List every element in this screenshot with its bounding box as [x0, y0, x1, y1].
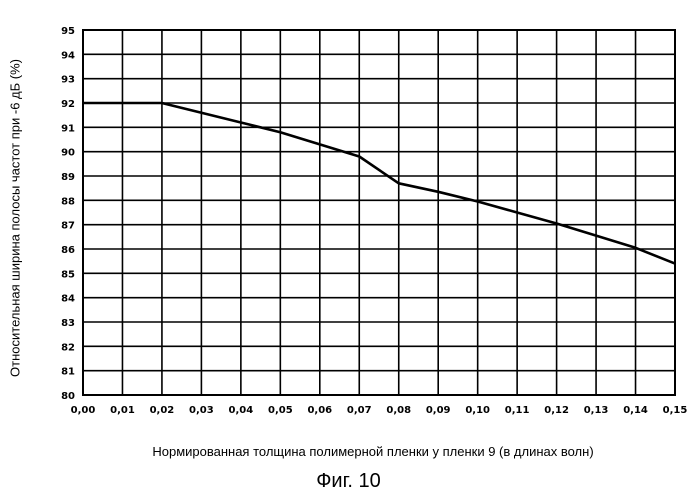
y-tick-label: 87 — [61, 221, 75, 232]
x-tick-label: 0,07 — [347, 405, 372, 416]
data-point — [359, 156, 360, 157]
x-tick-label: 0,06 — [307, 405, 332, 416]
x-tick-label: 0,11 — [505, 405, 530, 416]
data-point — [319, 144, 320, 145]
y-axis-ticks: 80 81 82 83 84 85 86 87 88 89 90 91 92 93 94 95 — [61, 26, 75, 402]
data-point — [674, 263, 675, 264]
x-tick-label: 0,08 — [386, 405, 411, 416]
x-tick-label: 0,14 — [623, 405, 648, 416]
y-tick-label: 86 — [61, 245, 75, 256]
x-tick-label: 0,04 — [229, 405, 254, 416]
x-tick-label: 0,13 — [584, 405, 609, 416]
figure-caption: Фиг. 10 — [0, 470, 697, 493]
y-tick-label: 93 — [61, 75, 75, 86]
x-tick-label: 0,12 — [544, 405, 569, 416]
data-point — [477, 201, 478, 202]
y-tick-label: 81 — [61, 367, 75, 378]
data-point — [201, 112, 202, 113]
grid — [83, 30, 675, 395]
x-tick-label: 0,03 — [189, 405, 214, 416]
x-axis-ticks: 0,00 0,01 0,02 0,03 0,04 0,05 0,06 0,07 0,08 0,09… — [71, 405, 688, 416]
x-tick-label: 0,10 — [465, 405, 490, 416]
y-tick-label: 85 — [61, 269, 75, 280]
y-tick-label: 88 — [61, 196, 75, 207]
data-point — [635, 247, 636, 248]
x-axis-title: Нормированная толщина полимерной пленки … — [152, 444, 593, 459]
x-tick-label: 0,00 — [71, 405, 96, 416]
y-tick-label: 84 — [61, 294, 75, 305]
data-point — [161, 102, 162, 103]
data-point — [595, 235, 596, 236]
line-chart: 0,00 0,01 0,02 0,03 0,04 0,05 0,06 0,07 0,08 0,09… — [0, 0, 697, 470]
data-point — [122, 102, 123, 103]
y-tick-label: 83 — [61, 318, 75, 329]
data-point — [82, 102, 83, 103]
x-tick-label: 0,15 — [663, 405, 688, 416]
x-tick-label: 0,05 — [268, 405, 293, 416]
data-point — [438, 191, 439, 192]
y-axis-title: Относительная ширина полосы частот при -… — [7, 59, 22, 377]
y-tick-label: 95 — [61, 26, 75, 37]
data-point — [556, 223, 557, 224]
x-tick-label: 0,01 — [110, 405, 135, 416]
data-point — [517, 212, 518, 213]
y-tick-label: 80 — [61, 391, 75, 402]
y-tick-label: 90 — [61, 148, 75, 159]
x-tick-label: 0,02 — [150, 405, 175, 416]
data-point — [280, 132, 281, 133]
y-tick-label: 92 — [61, 99, 75, 110]
data-point — [398, 183, 399, 184]
x-tick-label: 0,09 — [426, 405, 451, 416]
y-tick-label: 82 — [61, 342, 75, 353]
y-tick-label: 94 — [61, 50, 75, 61]
data-point — [240, 122, 241, 123]
y-tick-label: 89 — [61, 172, 75, 183]
plot-frame — [83, 30, 675, 395]
y-tick-label: 91 — [61, 123, 75, 134]
